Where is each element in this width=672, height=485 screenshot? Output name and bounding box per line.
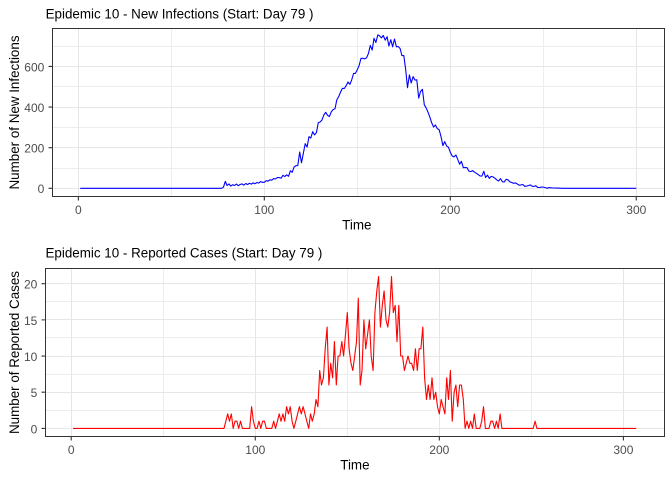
svg-text:Number of Reported Cases: Number of Reported Cases bbox=[7, 271, 22, 434]
svg-text:5: 5 bbox=[31, 386, 38, 400]
svg-text:300: 300 bbox=[613, 443, 633, 457]
svg-text:300: 300 bbox=[626, 203, 646, 217]
svg-text:Time: Time bbox=[340, 457, 369, 472]
svg-text:0: 0 bbox=[31, 422, 38, 436]
svg-text:400: 400 bbox=[24, 101, 44, 115]
svg-text:Epidemic 10 - Reported Cases (: Epidemic 10 - Reported Cases (Start: Day… bbox=[46, 246, 323, 261]
svg-text:100: 100 bbox=[245, 443, 265, 457]
svg-text:100: 100 bbox=[254, 203, 274, 217]
svg-text:200: 200 bbox=[440, 203, 460, 217]
svg-text:20: 20 bbox=[24, 278, 38, 292]
svg-text:15: 15 bbox=[24, 314, 38, 328]
svg-text:Number of New Infections: Number of New Infections bbox=[7, 35, 22, 189]
svg-text:Epidemic 10 - New Infections (: Epidemic 10 - New Infections (Start: Day… bbox=[46, 6, 314, 21]
svg-text:0: 0 bbox=[68, 443, 75, 457]
svg-text:200: 200 bbox=[24, 142, 44, 156]
svg-text:Time: Time bbox=[342, 217, 371, 232]
svg-text:200: 200 bbox=[429, 443, 449, 457]
svg-text:0: 0 bbox=[75, 203, 82, 217]
svg-text:0: 0 bbox=[38, 182, 45, 196]
svg-text:600: 600 bbox=[24, 60, 44, 74]
svg-text:10: 10 bbox=[24, 350, 38, 364]
